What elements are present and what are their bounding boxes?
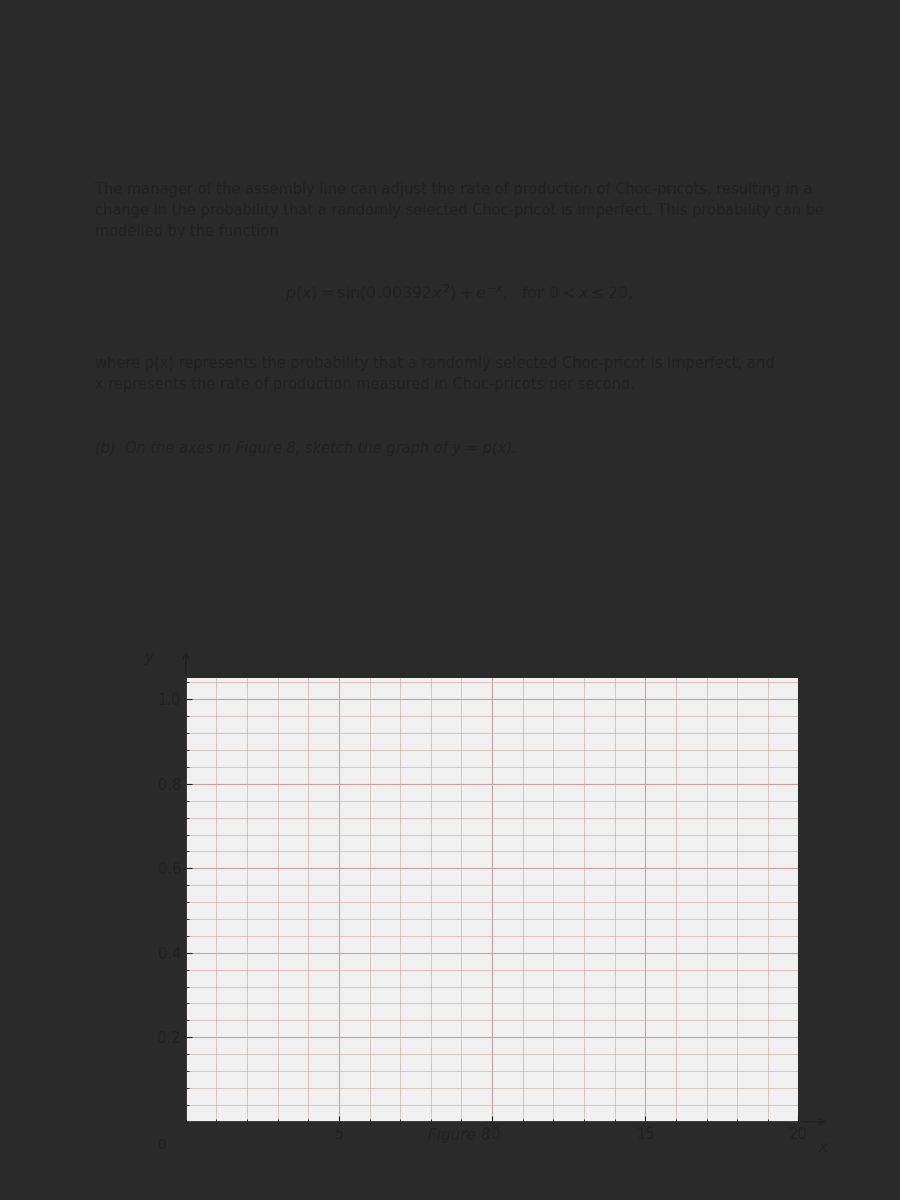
Text: The manager of the assembly line can adjust the rate of production of Choc-prico: The manager of the assembly line can adj… (94, 182, 824, 239)
Text: Figure 8: Figure 8 (428, 1128, 491, 1142)
Text: (b)  On the axes in Figure 8, sketch the graph of y = p(x).: (b) On the axes in Figure 8, sketch the … (94, 440, 517, 456)
Text: y: y (145, 649, 154, 665)
Text: $p(x) = \sin\!\left(0.00392x^2\right)+e^{-x},\ \ \mathrm{for}\ 0 < x \leq 20,$: $p(x) = \sin\!\left(0.00392x^2\right)+e^… (285, 282, 633, 304)
Text: 0: 0 (157, 1138, 166, 1152)
Text: x: x (818, 1140, 827, 1154)
Text: where p(x) represents the probability that a randomly selected Choc-pricot is im: where p(x) represents the probability th… (94, 356, 774, 392)
